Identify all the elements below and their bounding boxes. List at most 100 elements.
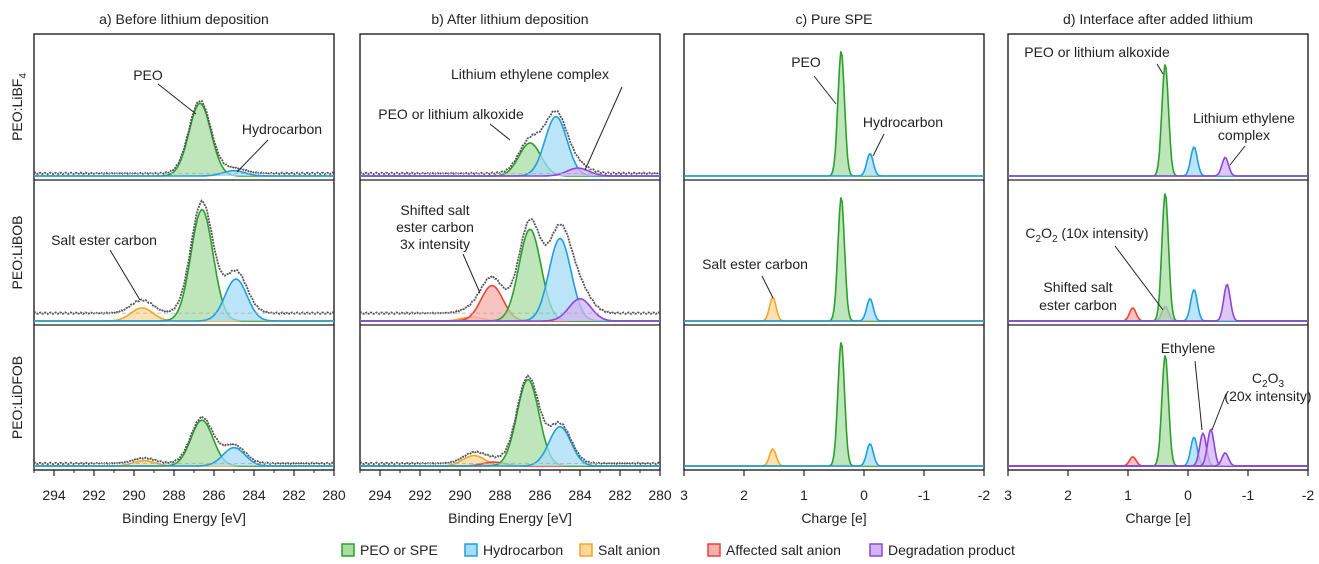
panel-title: a) Before lithium deposition (99, 11, 269, 27)
x-tick-label: 280 (648, 487, 672, 503)
leader-line (761, 275, 774, 299)
x-tick-label: 0 (1184, 487, 1192, 503)
marks-layer (33, 51, 1308, 467)
legend-label: Hydrocarbon (483, 542, 563, 558)
x-tick-label: 284 (242, 487, 266, 503)
panel-title: b) After lithium deposition (431, 11, 588, 27)
peak-line-hc (34, 446, 334, 467)
annotation-shifted-salt-d-1: Shifted salt (1043, 279, 1112, 295)
x-axis-label: Charge [e] (801, 510, 866, 526)
panels-layer: a) Before lithium deposition Binding Ener… (9, 11, 1314, 526)
peak-line-deg (360, 297, 660, 322)
x-tick-label: 294 (42, 487, 66, 503)
panel-frame (33, 33, 335, 471)
peak-line-hc (684, 443, 984, 467)
annotation-shifted-salt-3: 3x intensity (400, 236, 470, 252)
x-tick-label: 282 (608, 487, 632, 503)
legend-swatch-deg (869, 543, 883, 557)
peak-fill-hc (360, 116, 660, 176)
row-label: PEO:LiBOB (9, 216, 25, 290)
x-tick-label: -1 (918, 487, 931, 503)
leader-line (1194, 360, 1203, 431)
annotation-shifted-salt-d-2: ester carbon (1039, 297, 1117, 313)
peak-line-peo (684, 342, 984, 467)
leader-line (489, 123, 511, 141)
leader-line (872, 133, 885, 157)
measured-spectrum (359, 109, 661, 176)
legend-swatch-affected (707, 543, 721, 557)
peak-line-hc (34, 278, 334, 322)
annotation-lithium-ethylene-complex: Lithium ethylene complex (451, 66, 609, 82)
leader-line (1114, 245, 1164, 311)
panel-frame (359, 33, 661, 471)
leader-line (109, 249, 141, 301)
annotation-hydrocarbon: Hydrocarbon (242, 121, 322, 137)
legend: PEO or SPE Hydrocarbon Salt anion Affected … (341, 542, 1015, 558)
x-tick-label: 2 (1064, 487, 1072, 503)
x-tick-label: 292 (82, 487, 106, 503)
peak-fill-peo (34, 420, 334, 466)
legend-label: PEO or SPE (360, 542, 438, 558)
peak-line-hc (34, 169, 334, 177)
peak-fill-peo (34, 209, 334, 321)
x-tick-label: 1 (800, 487, 808, 503)
x-tick-label: 290 (448, 487, 472, 503)
measured-spectrum (359, 374, 661, 466)
legend-label: Salt anion (598, 542, 660, 558)
x-axis-label: Binding Energy [eV] (122, 510, 246, 526)
x-tick-label: -1 (1242, 487, 1255, 503)
peak-line-peo (1008, 355, 1308, 467)
annotation-hydrocarbon: Hydrocarbon (863, 114, 943, 130)
panel-title: c) Pure SPE (795, 11, 872, 27)
leader-line (462, 253, 481, 294)
peak-line-hc (360, 115, 660, 177)
peak-fill-deg (360, 298, 660, 321)
leader-line (1229, 145, 1246, 166)
peak-line-hc (360, 425, 660, 467)
peak-line-hc (684, 298, 984, 322)
x-tick-label: 286 (528, 487, 552, 503)
leader-line (157, 83, 197, 115)
annotation-shifted-salt-2: ester carbon (396, 219, 474, 235)
peak-fill-peo (34, 103, 334, 176)
peak-fill-peo (360, 143, 660, 176)
leader-line (813, 75, 837, 105)
leader-line (1211, 393, 1227, 431)
measured-spectrum (33, 99, 335, 176)
x-axis-label: Charge [e] (1125, 510, 1190, 526)
legend-label: Affected salt anion (726, 542, 841, 558)
annotation-lithium-ethylene-1: Lithium ethylene (1193, 110, 1295, 126)
x-tick-label: 290 (122, 487, 146, 503)
annotations-layer: PEO Hydrocarbon Salt ester carbon Lithiu… (51, 44, 1312, 431)
x-tick-label: 2 (740, 487, 748, 503)
x-tick-label: 294 (368, 487, 392, 503)
annotation-c2o2: C2O2 (10x intensity) (1025, 225, 1148, 245)
annotation-peo: PEO (133, 67, 163, 83)
x-tick-label: 292 (408, 487, 432, 503)
measured-spectrum (359, 217, 661, 315)
x-tick-label: 282 (282, 487, 306, 503)
peak-line-deg (1008, 452, 1308, 467)
x-tick-label: 3 (680, 487, 688, 503)
row-label: PEO:LiDFOB (9, 356, 25, 439)
annotation-c2o3: C2O3 (1252, 370, 1285, 390)
leader-line (584, 86, 623, 171)
peak-line-deg (1008, 156, 1308, 177)
x-tick-label: -2 (1302, 487, 1315, 503)
leader-line (236, 139, 269, 173)
annotation-ethylene: Ethylene (1161, 340, 1216, 356)
annotation-peo: PEO (791, 54, 821, 70)
x-tick-label: -2 (978, 487, 991, 503)
x-tick-label: 3 (1004, 487, 1012, 503)
leader-line (1156, 63, 1164, 75)
legend-swatch-peo (341, 543, 355, 557)
x-tick-label: 284 (568, 487, 592, 503)
x-tick-label: 0 (860, 487, 868, 503)
measured-spectrum (33, 415, 335, 466)
measured-spectrum (33, 199, 335, 315)
x-tick-label: 286 (202, 487, 226, 503)
annotation-salt-ester-carbon: Salt ester carbon (51, 232, 157, 248)
legend-swatch-salt (579, 543, 593, 557)
annotation-c2o3-intensity: (20x intensity) (1224, 388, 1311, 404)
